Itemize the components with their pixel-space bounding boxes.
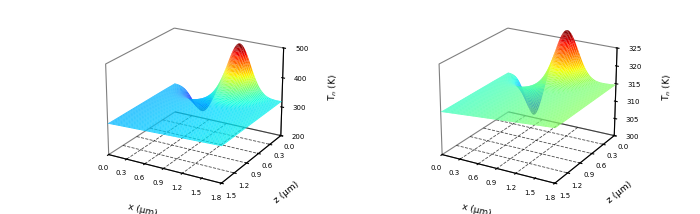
Y-axis label: z (μm): z (μm) (272, 180, 300, 205)
Y-axis label: z (μm): z (μm) (606, 180, 634, 205)
X-axis label: x (μm): x (μm) (127, 202, 158, 214)
X-axis label: x (μm): x (μm) (461, 202, 492, 214)
